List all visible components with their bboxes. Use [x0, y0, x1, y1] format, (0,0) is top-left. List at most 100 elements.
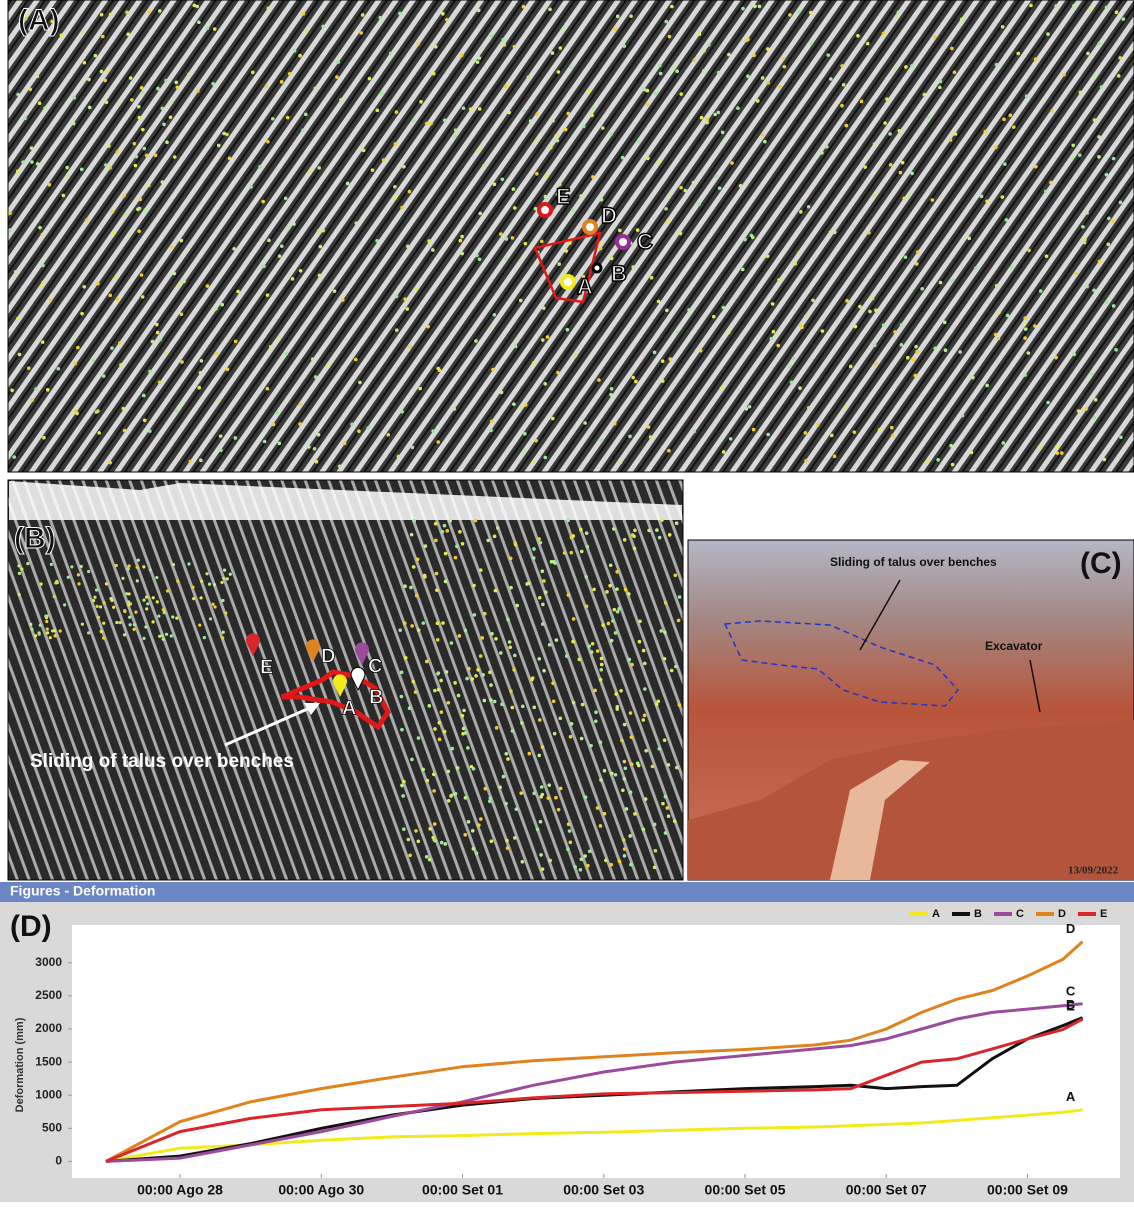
scatter-dot — [145, 596, 148, 599]
scatter-dot — [630, 762, 634, 766]
scatter-dot — [362, 149, 366, 153]
scatter-dot — [220, 303, 224, 307]
scatter-dot — [473, 613, 477, 617]
scatter-dot — [162, 638, 165, 641]
scatter-dot — [697, 203, 701, 207]
scatter-dot — [108, 461, 112, 465]
scatter-dot — [116, 297, 120, 301]
scatter-dot — [402, 780, 406, 784]
scatter-dot — [860, 100, 864, 104]
scatter-dot — [868, 310, 872, 314]
scatter-dot — [263, 440, 267, 444]
scatter-dot — [699, 349, 703, 353]
scatter-dot — [436, 638, 440, 642]
scatter-dot — [537, 537, 541, 541]
scatter-dot — [80, 312, 84, 316]
scatter-dot — [499, 232, 503, 236]
scatter-dot — [416, 840, 420, 844]
scatter-dot — [1044, 190, 1048, 194]
point-marker — [584, 221, 596, 233]
scatter-dot — [232, 247, 236, 251]
scatter-dot — [223, 569, 226, 572]
scatter-dot — [655, 703, 659, 707]
scatter-dot — [961, 414, 965, 418]
scatter-dot — [417, 736, 421, 740]
scatter-dot — [278, 442, 282, 446]
scatter-dot — [543, 456, 547, 460]
scatter-dot — [627, 592, 631, 596]
scatter-dot — [679, 232, 683, 236]
scatter-dot — [143, 208, 147, 212]
scatter-dot — [664, 207, 668, 211]
scatter-dot — [646, 156, 650, 160]
scatter-dot — [395, 328, 399, 332]
scatter-dot — [943, 321, 947, 325]
scatter-dot — [371, 168, 375, 172]
scatter-dot — [505, 237, 509, 241]
scatter-dot — [1012, 125, 1016, 129]
scatter-dot — [509, 586, 513, 590]
scatter-dot — [613, 28, 617, 32]
scatter-dot — [693, 58, 697, 62]
scatter-dot — [211, 603, 214, 606]
scatter-dot — [418, 387, 422, 391]
scatter-dot — [133, 623, 136, 626]
scatter-dot — [727, 53, 731, 57]
scatter-dot — [1105, 173, 1109, 177]
scatter-dot — [460, 235, 464, 239]
scatter-dot — [321, 25, 325, 29]
scatter-dot — [83, 61, 87, 65]
scatter-dot — [951, 279, 955, 283]
scatter-dot — [553, 732, 557, 736]
scatter-dot — [621, 156, 625, 160]
scatter-dot — [170, 101, 174, 105]
scatter-dot — [616, 610, 620, 614]
scatter-dot — [30, 146, 34, 150]
scatter-dot — [716, 111, 720, 115]
scatter-dot — [610, 257, 614, 261]
scatter-dot — [542, 579, 546, 583]
scatter-dot — [142, 599, 145, 602]
scatter-dot — [515, 604, 519, 608]
scatter-dot — [863, 165, 867, 169]
scatter-dot — [1074, 272, 1078, 276]
scatter-dot — [34, 634, 37, 637]
scatter-dot — [569, 65, 573, 69]
scatter-dot — [119, 363, 123, 367]
scatter-dot — [842, 83, 846, 87]
scatter-dot — [614, 773, 618, 777]
scatter-dot — [1090, 7, 1094, 11]
scatter-dot — [897, 11, 901, 15]
scatter-dot — [985, 384, 989, 388]
scatter-dot — [1049, 181, 1053, 185]
scatter-dot — [793, 262, 797, 266]
scatter-dot — [537, 754, 541, 758]
marker-label: A — [577, 274, 593, 299]
scatter-dot — [821, 329, 825, 333]
scatter-dot — [512, 187, 516, 191]
scatter-dot — [152, 620, 155, 623]
scatter-dot — [412, 565, 416, 569]
scatter-dot — [400, 671, 404, 675]
legend-label: B — [974, 908, 982, 920]
scatter-dot — [867, 231, 871, 235]
scatter-dot — [1038, 446, 1042, 450]
scatter-dot — [668, 533, 672, 537]
scatter-dot — [531, 461, 535, 465]
scatter-dot — [414, 829, 418, 833]
scatter-dot — [554, 796, 558, 800]
scatter-dot — [46, 388, 50, 392]
scatter-dot — [437, 688, 441, 692]
scatter-dot — [541, 603, 545, 607]
scatter-dot — [200, 580, 203, 583]
scatter-dot — [445, 670, 449, 674]
scatter-dot — [436, 672, 440, 676]
x-tick-label: 00:00 Ago 30 — [278, 1182, 364, 1198]
scatter-dot — [548, 643, 552, 647]
scatter-dot — [272, 423, 276, 427]
scatter-dot — [555, 638, 559, 642]
scatter-dot — [804, 315, 808, 319]
scatter-dot — [661, 802, 665, 806]
scatter-dot — [951, 463, 955, 467]
scatter-dot — [722, 306, 726, 310]
